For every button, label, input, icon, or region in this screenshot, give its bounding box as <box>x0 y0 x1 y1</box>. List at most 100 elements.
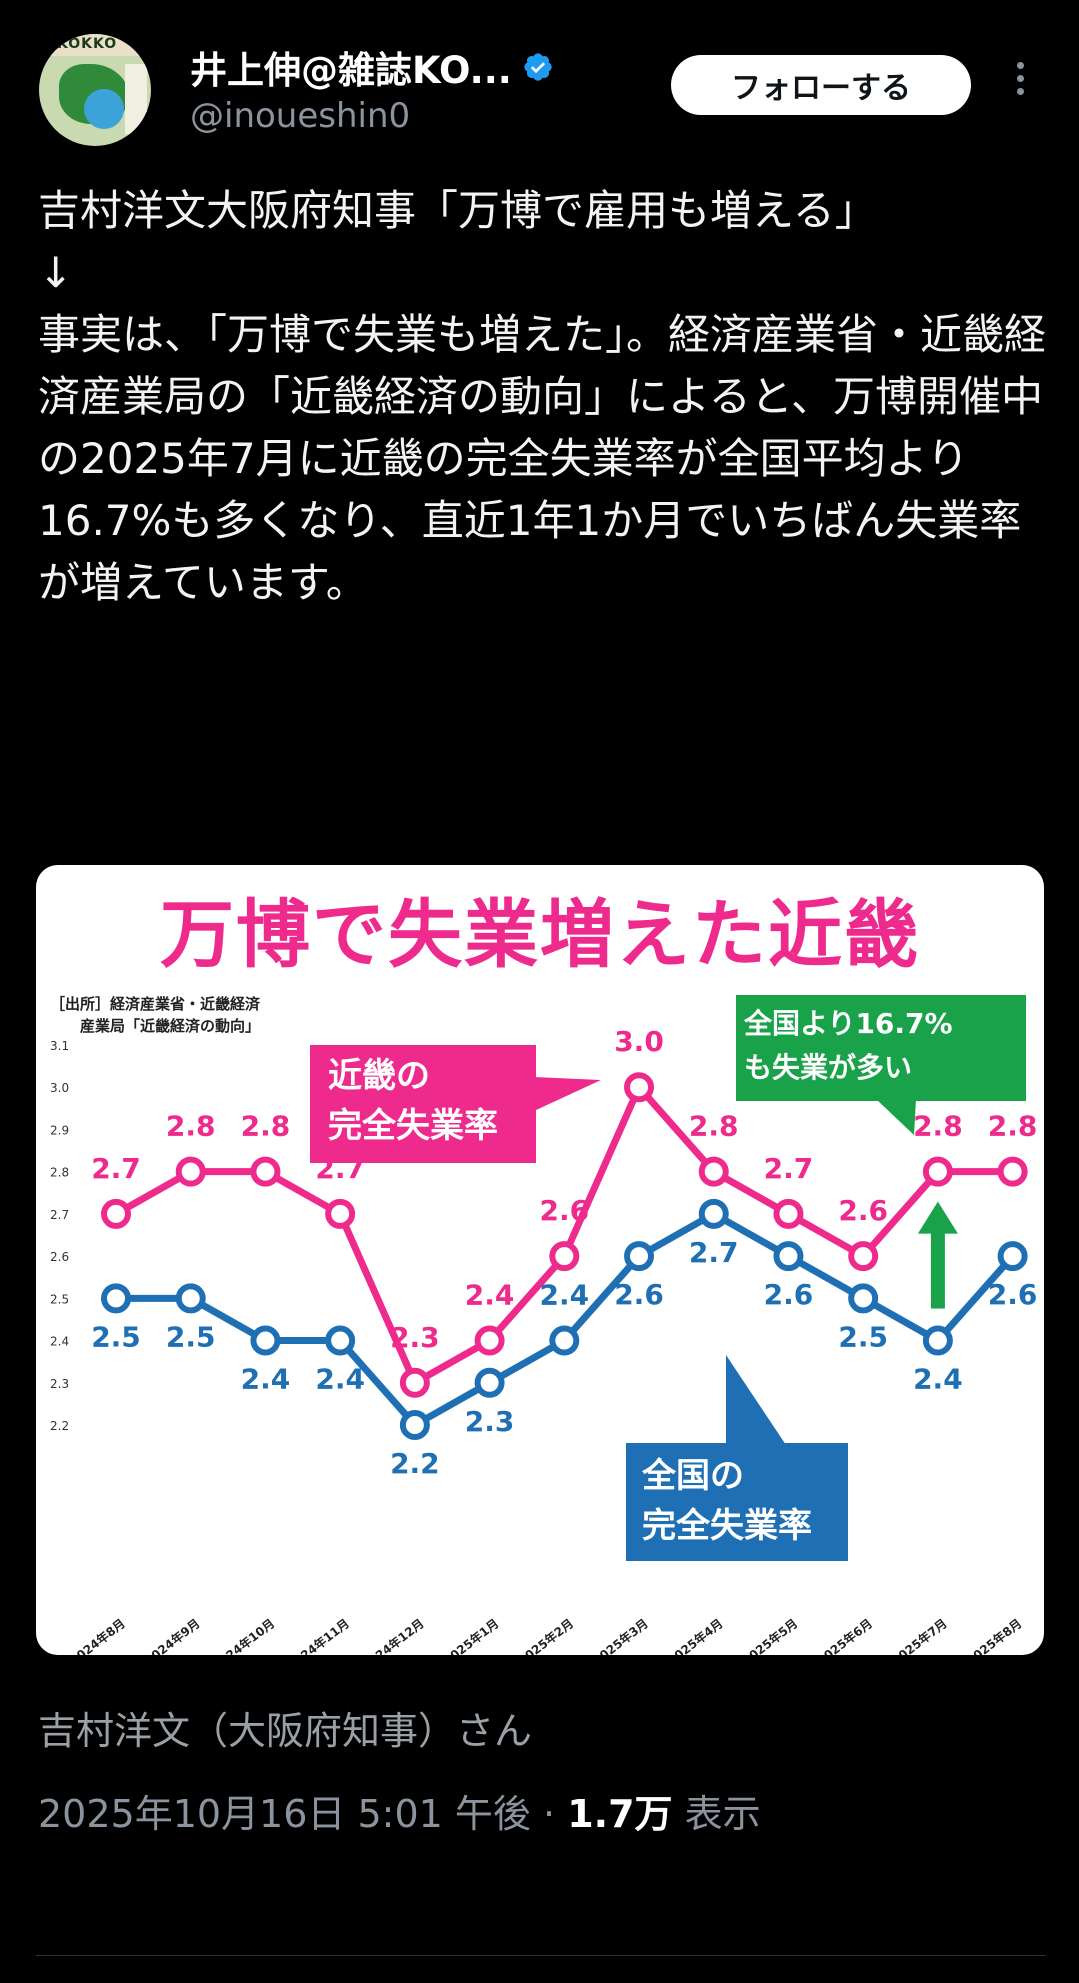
data-label-0: 2.8 <box>988 1110 1038 1143</box>
data-point-1 <box>624 1241 655 1272</box>
tweet-timestamp[interactable]: 2025年10月16日 5:01 午後 <box>38 1792 531 1836</box>
x-tick-label: 2024年12月 <box>359 1616 427 1655</box>
x-tick-label: 2025年7月 <box>889 1616 950 1655</box>
data-label-0: 2.6 <box>540 1194 590 1227</box>
data-point-0 <box>922 1156 953 1187</box>
data-label-0: 2.4 <box>465 1279 515 1312</box>
x-tick-label: 2024年9月 <box>142 1616 203 1655</box>
meta-separator: · <box>543 1792 556 1836</box>
callout-green-label: も失業が多い <box>744 1051 912 1084</box>
divider <box>36 1955 1046 1956</box>
data-point-0 <box>250 1156 281 1187</box>
data-label-1: 2.7 <box>689 1236 739 1269</box>
callout-national-label: 全国の <box>641 1456 744 1496</box>
y-tick-label: 2.9 <box>50 1123 69 1137</box>
data-point-0 <box>624 1072 655 1103</box>
callout-green-pointer <box>876 1099 916 1135</box>
callout-national-label: 完全失業率 <box>642 1506 812 1546</box>
data-label-1: 2.6 <box>614 1278 664 1311</box>
data-label-0: 2.3 <box>390 1321 440 1354</box>
y-tick-label: 2.6 <box>50 1250 69 1264</box>
y-tick-label: 2.7 <box>50 1208 69 1222</box>
view-count: 1.7万 <box>567 1792 673 1836</box>
more-options-icon[interactable] <box>1010 56 1030 106</box>
data-point-1 <box>399 1410 430 1440</box>
callout-green-box <box>736 995 1026 1101</box>
x-tick-label: 2025年2月 <box>515 1616 576 1655</box>
data-label-0: 2.8 <box>913 1110 963 1143</box>
data-point-1 <box>698 1198 729 1229</box>
tweet-text: 吉村洋文大阪府知事「万博で雇用も増える」 ↓ 事実は、「万博で失業も増えた」。経… <box>38 186 1047 607</box>
x-tick-label: 2024年8月 <box>67 1616 128 1655</box>
data-label-1: 2.6 <box>988 1278 1038 1311</box>
callout-national-pointer <box>726 1355 786 1445</box>
x-tick-label: 2025年3月 <box>590 1616 651 1655</box>
data-point-0 <box>399 1367 430 1398</box>
author-name-row[interactable]: 井上伸@雑誌KO... <box>190 42 554 92</box>
callout-kinki-box <box>310 1045 536 1163</box>
data-point-1 <box>922 1325 953 1356</box>
data-label-1: 2.5 <box>166 1320 216 1353</box>
callout-national-box <box>626 1443 848 1561</box>
data-point-0 <box>101 1198 131 1229</box>
x-tick-label: 2025年6月 <box>814 1616 875 1655</box>
image-attribution: 吉村洋文（大阪府知事）さん <box>38 1709 533 1753</box>
callout-green-label: 全国より16.7% <box>743 1007 953 1040</box>
callout-kinki-pointer <box>534 1077 601 1111</box>
unemployment-line-chart: 3.1 3.0 2.9 2.8 2.7 2.6 2.5 2.4 2.3 2.2 2024年8月 202… <box>50 995 1038 1655</box>
data-point-0 <box>549 1241 580 1272</box>
x-tick-label: 2025年1月 <box>440 1616 501 1655</box>
author-display-name[interactable]: 井上伸@雑誌KO... <box>190 49 512 92</box>
data-label-1: 2.3 <box>465 1405 515 1438</box>
data-point-0 <box>698 1156 729 1187</box>
data-point-0 <box>325 1198 356 1229</box>
data-label-0: 2.8 <box>166 1110 216 1143</box>
verified-badge-icon <box>524 53 552 81</box>
data-point-1 <box>848 1283 879 1314</box>
author-avatar[interactable]: KOKKO <box>39 34 151 146</box>
data-label-1: 2.2 <box>390 1447 440 1480</box>
x-tick-label: 2025年8月 <box>963 1616 1024 1655</box>
attached-image-card[interactable]: 万博で失業増えた近畿 ［出所］経済産業省・近畿経済 産業局「近畿経済の動向」 3… <box>36 865 1044 1655</box>
author-handle[interactable]: @inoueshin0 <box>190 96 411 136</box>
y-tick-label: 2.2 <box>50 1419 69 1433</box>
data-label-0: 2.7 <box>315 1152 365 1185</box>
image-title: 万博で失業増えた近畿 <box>160 892 920 978</box>
data-point-0 <box>474 1325 505 1356</box>
data-label-1: 2.5 <box>838 1320 888 1353</box>
increase-arrow-head <box>917 1201 958 1234</box>
callout-kinki-label: 近畿の <box>328 1056 430 1096</box>
follow-button[interactable]: フォローする <box>671 55 971 115</box>
data-point-1 <box>997 1241 1028 1272</box>
increase-arrow-shaft <box>930 1229 945 1309</box>
data-label-0: 2.7 <box>91 1152 141 1185</box>
avatar-logo-text: KOKKO <box>57 36 118 52</box>
x-tick-label: 2024年10月 <box>210 1616 278 1655</box>
data-label-1: 2.4 <box>315 1363 365 1396</box>
image-source-note: ［出所］経済産業省・近畿経済 産業局「近畿経済の動向」 <box>50 995 261 1035</box>
data-point-0 <box>997 1156 1028 1187</box>
data-point-1 <box>101 1283 131 1314</box>
data-point-1 <box>250 1325 281 1356</box>
x-tick-label: 2024年11月 <box>284 1616 352 1655</box>
data-label-1: 2.4 <box>913 1363 963 1396</box>
x-tick-label: 2025年4月 <box>665 1616 726 1655</box>
view-count-label: 表示 <box>684 1792 761 1836</box>
data-point-1 <box>474 1367 505 1398</box>
data-point-1 <box>175 1283 206 1314</box>
data-label-0: 2.6 <box>838 1194 888 1227</box>
data-label-0: 2.8 <box>241 1110 291 1143</box>
data-point-0 <box>175 1156 206 1187</box>
y-tick-label: 3.1 <box>50 1039 69 1053</box>
callout-kinki-label: 完全失業率 <box>328 1106 498 1146</box>
data-point-0 <box>848 1241 879 1272</box>
data-label-1: 2.4 <box>241 1363 291 1396</box>
y-tick-label: 2.3 <box>50 1377 69 1391</box>
data-point-1 <box>549 1325 580 1356</box>
y-tick-label: 2.4 <box>50 1335 69 1349</box>
data-label-0: 2.8 <box>689 1110 739 1143</box>
y-tick-label: 3.0 <box>50 1081 69 1095</box>
data-point-0 <box>773 1198 804 1229</box>
data-label-1: 2.5 <box>91 1320 141 1353</box>
data-point-1 <box>325 1325 356 1356</box>
